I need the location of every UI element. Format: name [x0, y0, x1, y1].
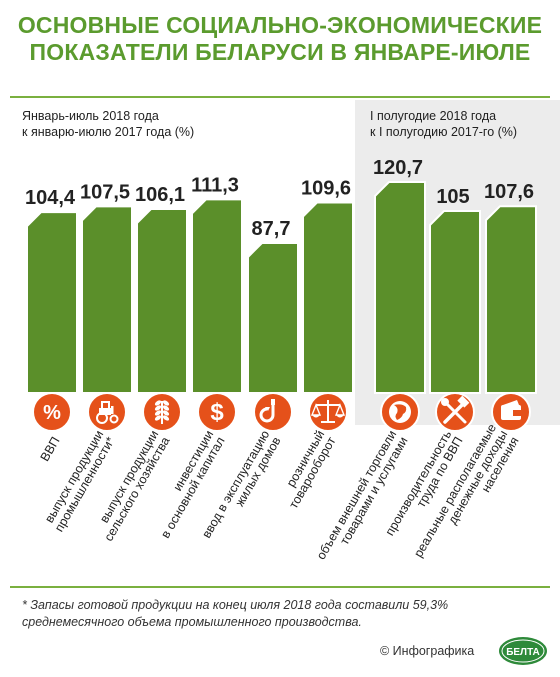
left-panel-subtitle: Январь-июль 2018 года к январю-июлю 2017…	[22, 108, 194, 140]
bar-4	[191, 198, 243, 394]
title-line-2: ПОКАЗАТЕЛИ БЕЛАРУСИ В ЯНВАРЕ-ИЮЛЕ	[29, 39, 531, 65]
bar-value-label: 104,4	[25, 187, 76, 209]
belta-logo: БЕЛТА	[499, 637, 547, 665]
tractor-icon	[87, 392, 127, 432]
svg-text:БЕЛТА: БЕЛТА	[506, 647, 540, 658]
svg-text:%: %	[43, 402, 61, 424]
bar-3	[136, 207, 188, 394]
bar-value-label: 87,7	[252, 218, 291, 240]
scales-icon	[308, 392, 348, 432]
bar-value-label: 107,6	[484, 181, 534, 203]
bar-value-label: 107,5	[80, 181, 130, 203]
bar-value-label: 111,3	[191, 174, 239, 196]
footer-divider	[10, 586, 550, 588]
bar-value-label: 105	[436, 186, 469, 208]
right-subtitle-line-2: к I полугодию 2017-го (%)	[370, 125, 518, 139]
bar-12	[429, 210, 481, 394]
bar-value-label: 106,1	[135, 184, 185, 206]
globe-icon	[380, 392, 420, 432]
bar-6	[302, 201, 354, 394]
bar-13	[485, 205, 537, 394]
bar-value-label: 120,7	[373, 157, 423, 179]
bar-11	[374, 181, 426, 394]
title-divider	[10, 96, 550, 98]
crane-hook-icon	[253, 392, 293, 432]
left-subtitle-line-1: Январь-июль 2018 года	[22, 109, 159, 123]
bar-1	[26, 211, 78, 394]
svg-text:$: $	[210, 399, 224, 426]
bar-value-label: 109,6	[301, 178, 351, 200]
tools-icon	[435, 392, 475, 432]
title-line-1: ОСНОВНЫЕ СОЦИАЛЬНО-ЭКОНОМИЧЕСКИЕ	[17, 12, 543, 38]
category-label: розничныйтоварооборот	[275, 428, 339, 511]
category-label: ВВП	[38, 435, 63, 464]
bar-5	[247, 242, 299, 394]
right-subtitle-line-1: I полугодие 2018 года	[370, 109, 497, 123]
bar-2	[81, 205, 133, 394]
wallet-icon	[491, 392, 531, 432]
dollar-icon: $	[197, 392, 237, 432]
right-panel-subtitle: I полугодие 2018 года к I полугодию 2017…	[370, 108, 517, 140]
credit-text: © Инфографика	[380, 644, 475, 658]
left-subtitle-line-2: к январю-июлю 2017 года (%)	[22, 125, 195, 139]
wheat-icon	[142, 392, 182, 432]
footnote: * Запасы готовой продукции на конец июля…	[22, 598, 449, 629]
percent-icon: %	[32, 392, 72, 432]
page-title: ОСНОВНЫЕ СОЦИАЛЬНО-ЭКОНОМИЧЕСКИЕ ПОКАЗАТ…	[0, 12, 560, 66]
